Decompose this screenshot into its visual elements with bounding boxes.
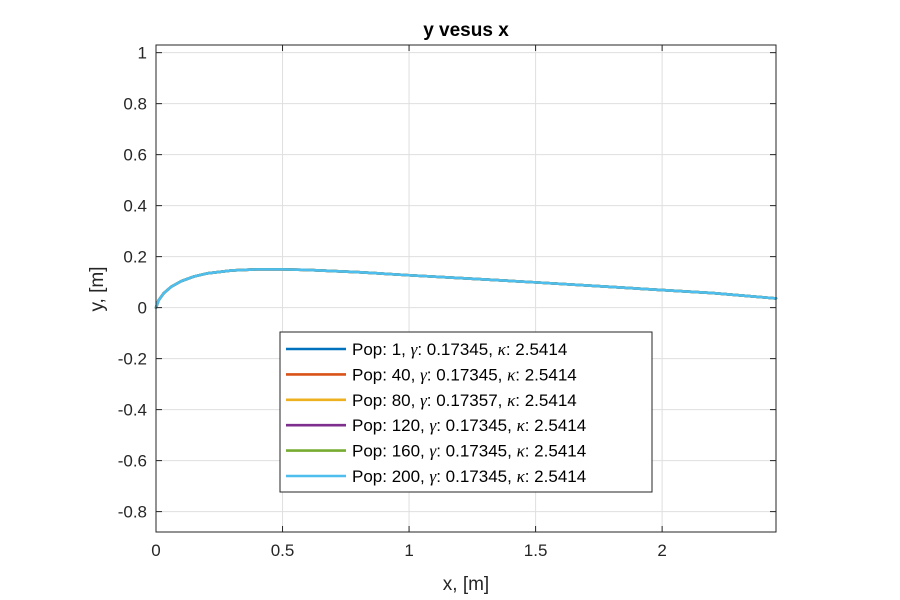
x-axis-label: x, [m] (443, 574, 489, 595)
y-tick-label: 0.4 (123, 197, 147, 216)
series-line (154, 268, 778, 309)
y-tick-label: -0.2 (118, 350, 147, 369)
legend-entry: Pop: 120, γ: 0.17345, κ: 2.5414 (352, 416, 586, 435)
legend-entry: Pop: 40, γ: 0.17345, κ: 2.5414 (352, 365, 577, 384)
series-layer (154, 268, 778, 309)
x-tick-label: 1.5 (524, 541, 548, 560)
x-tick-label: 2 (657, 541, 666, 560)
legend-entry: Pop: 200, γ: 0.17345, κ: 2.5414 (352, 467, 586, 486)
ticks (155, 45, 776, 532)
axes-box (155, 44, 777, 533)
y-tick-label: -0.8 (118, 503, 147, 522)
y-tick-label: 0 (138, 299, 147, 318)
y-tick-label: 1 (138, 44, 147, 63)
y-tick-label: -0.4 (118, 401, 147, 420)
legend-box (279, 331, 653, 493)
legend-entry: Pop: 160, γ: 0.17345, κ: 2.5414 (352, 442, 586, 461)
y-tick-label: 0.2 (123, 248, 147, 267)
y-tick-label: 0.8 (123, 95, 147, 114)
x-tick-label: 0.5 (271, 541, 295, 560)
legend: Pop: 1, γ: 0.17345, κ: 2.5414 Pop: 40, γ:… (279, 331, 653, 493)
y-axis-label: y, [m] (87, 266, 108, 311)
x-tick-label: 1 (404, 541, 413, 560)
legend-entry: Pop: 80, γ: 0.17357, κ: 2.5414 (352, 391, 577, 410)
chart-title: y vesus x (423, 20, 509, 41)
x-tick-label: 0 (151, 541, 160, 560)
tick-labels: 0 0.5 1 1.5 2 1 0.8 0.6 0.4 0.2 0 -0.2 -0.4 -0.6 -0.8 (118, 44, 667, 560)
legend-entry: Pop: 1, γ: 0.17345, κ: 2.5414 (352, 340, 567, 359)
y-tick-label: -0.6 (118, 452, 147, 471)
y-tick-label: 0.6 (123, 146, 147, 165)
